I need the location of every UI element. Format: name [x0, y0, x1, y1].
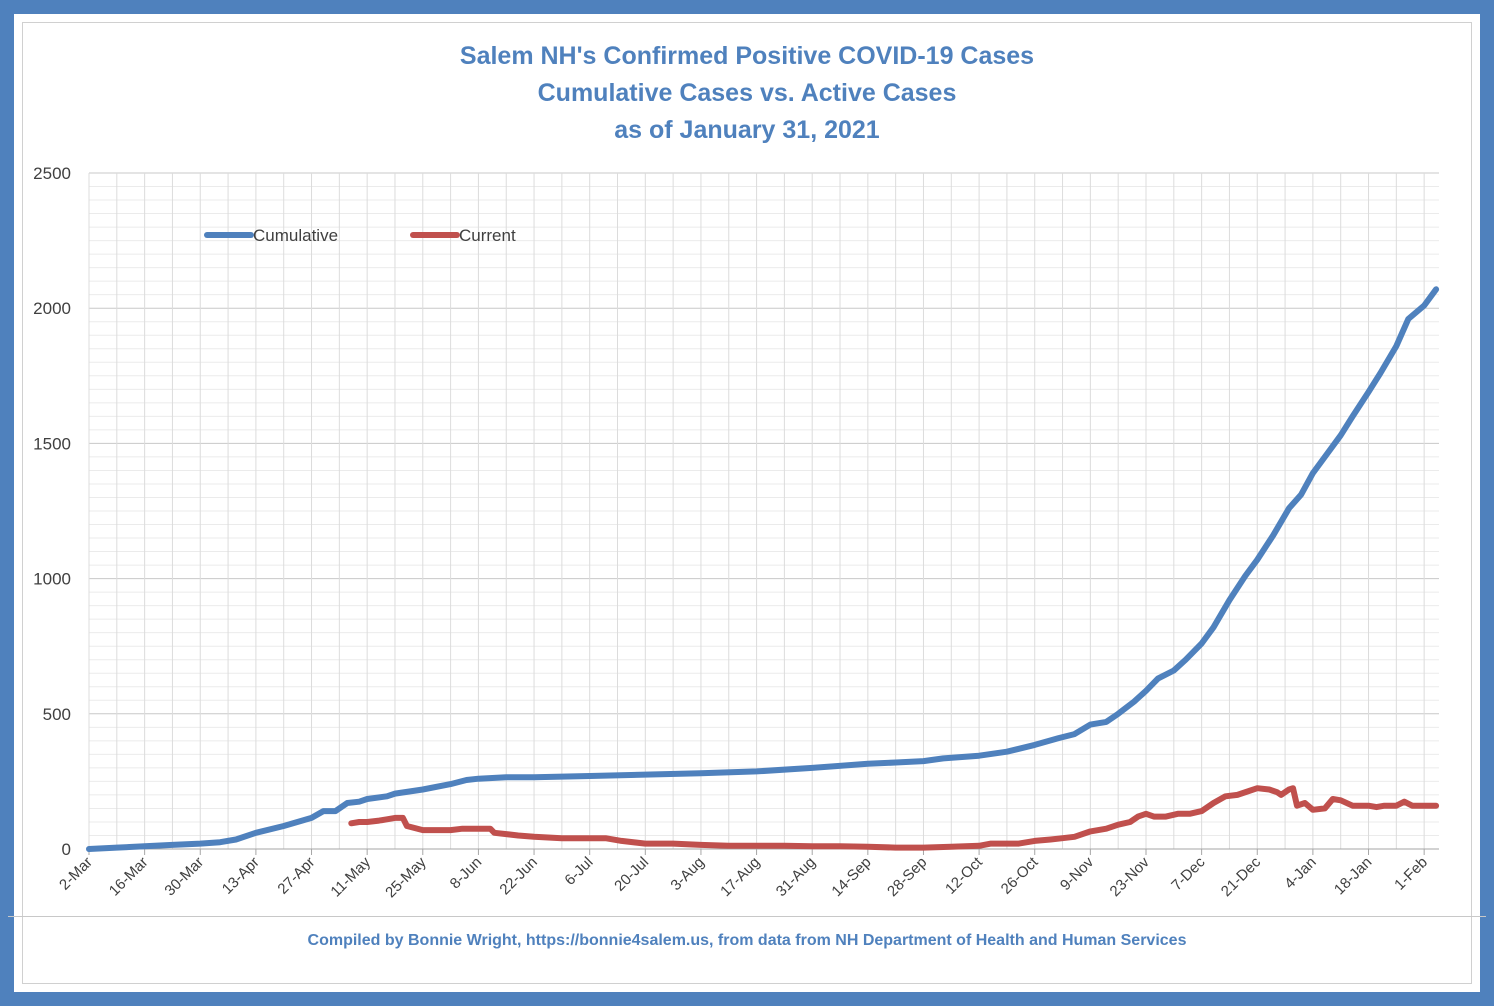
x-tick-label: 26-Oct — [998, 853, 1042, 897]
x-tick-label: 25-May — [382, 853, 430, 901]
x-tick-label: 27-Apr — [274, 854, 318, 898]
x-tick-label: 6-Jul — [561, 854, 596, 889]
y-tick-label: 1000 — [33, 570, 71, 589]
footer-credit: Compiled by Bonnie Wright, https://bonni… — [307, 932, 1187, 949]
grid — [88, 172, 1439, 850]
legend-label-cumulative: Cumulative — [253, 226, 338, 245]
x-tick-label: 20-Jul — [611, 854, 652, 895]
footer-divider — [8, 916, 1486, 917]
x-tick-label: 23-Nov — [1107, 853, 1154, 900]
legend-label-current: Current — [459, 226, 516, 245]
chart-title: Salem NH's Confirmed Positive COVID-19 C… — [0, 38, 1494, 149]
y-tick-label: 2500 — [33, 164, 71, 183]
x-tick-label: 12-Oct — [942, 853, 986, 897]
x-tick-label: 18-Jan — [1331, 854, 1375, 898]
x-axis: 2-Mar 16-Mar 30-Mar 13-Apr 27-Apr 11-May 25-Ma… — [56, 849, 1431, 901]
y-tick-label: 0 — [62, 840, 71, 859]
y-tick-label: 2000 — [33, 299, 71, 318]
series — [86, 286, 1440, 852]
y-axis: 0 500 1000 1500 2000 2500 — [33, 164, 71, 859]
x-tick-label: 7-Dec — [1168, 853, 1209, 894]
x-tick-label: 1-Feb — [1391, 854, 1431, 894]
chart-area — [22, 22, 1472, 984]
x-tick-label: 13-Apr — [219, 854, 263, 898]
y-tick-label: 500 — [43, 705, 71, 724]
x-tick-label: 8-Jun — [447, 854, 486, 893]
x-tick-label: 31-Aug — [773, 854, 819, 900]
x-tick-label: 9-Nov — [1057, 853, 1098, 894]
chart-title-line-1: Salem NH's Confirmed Positive COVID-19 C… — [459, 42, 1035, 70]
x-tick-label: 11-May — [327, 853, 374, 900]
series-line-current — [348, 785, 1440, 851]
x-tick-label: 2-Mar — [56, 854, 96, 894]
y-tick-label: 1500 — [33, 434, 71, 453]
series-line-cumulative — [86, 286, 1440, 852]
x-tick-label: 30-Mar — [161, 854, 207, 900]
x-tick-label: 28-Sep — [884, 854, 930, 900]
legend: Cumulative Current — [204, 226, 516, 245]
x-tick-label: 3-Aug — [667, 854, 707, 894]
x-tick-label: 22-Jun — [496, 854, 540, 898]
x-tick-label: 16-Mar — [106, 854, 152, 900]
chart-title-line-3: as of January 31, 2021 — [614, 116, 880, 144]
x-tick-label: 4-Jan — [1281, 854, 1320, 893]
x-tick-label: 14-Sep — [828, 854, 874, 900]
chart-title-line-2: Cumulative Cases vs. Active Cases — [537, 79, 957, 107]
x-tick-label: 21-Dec — [1218, 853, 1265, 900]
x-tick-label: 17-Aug — [717, 854, 763, 900]
